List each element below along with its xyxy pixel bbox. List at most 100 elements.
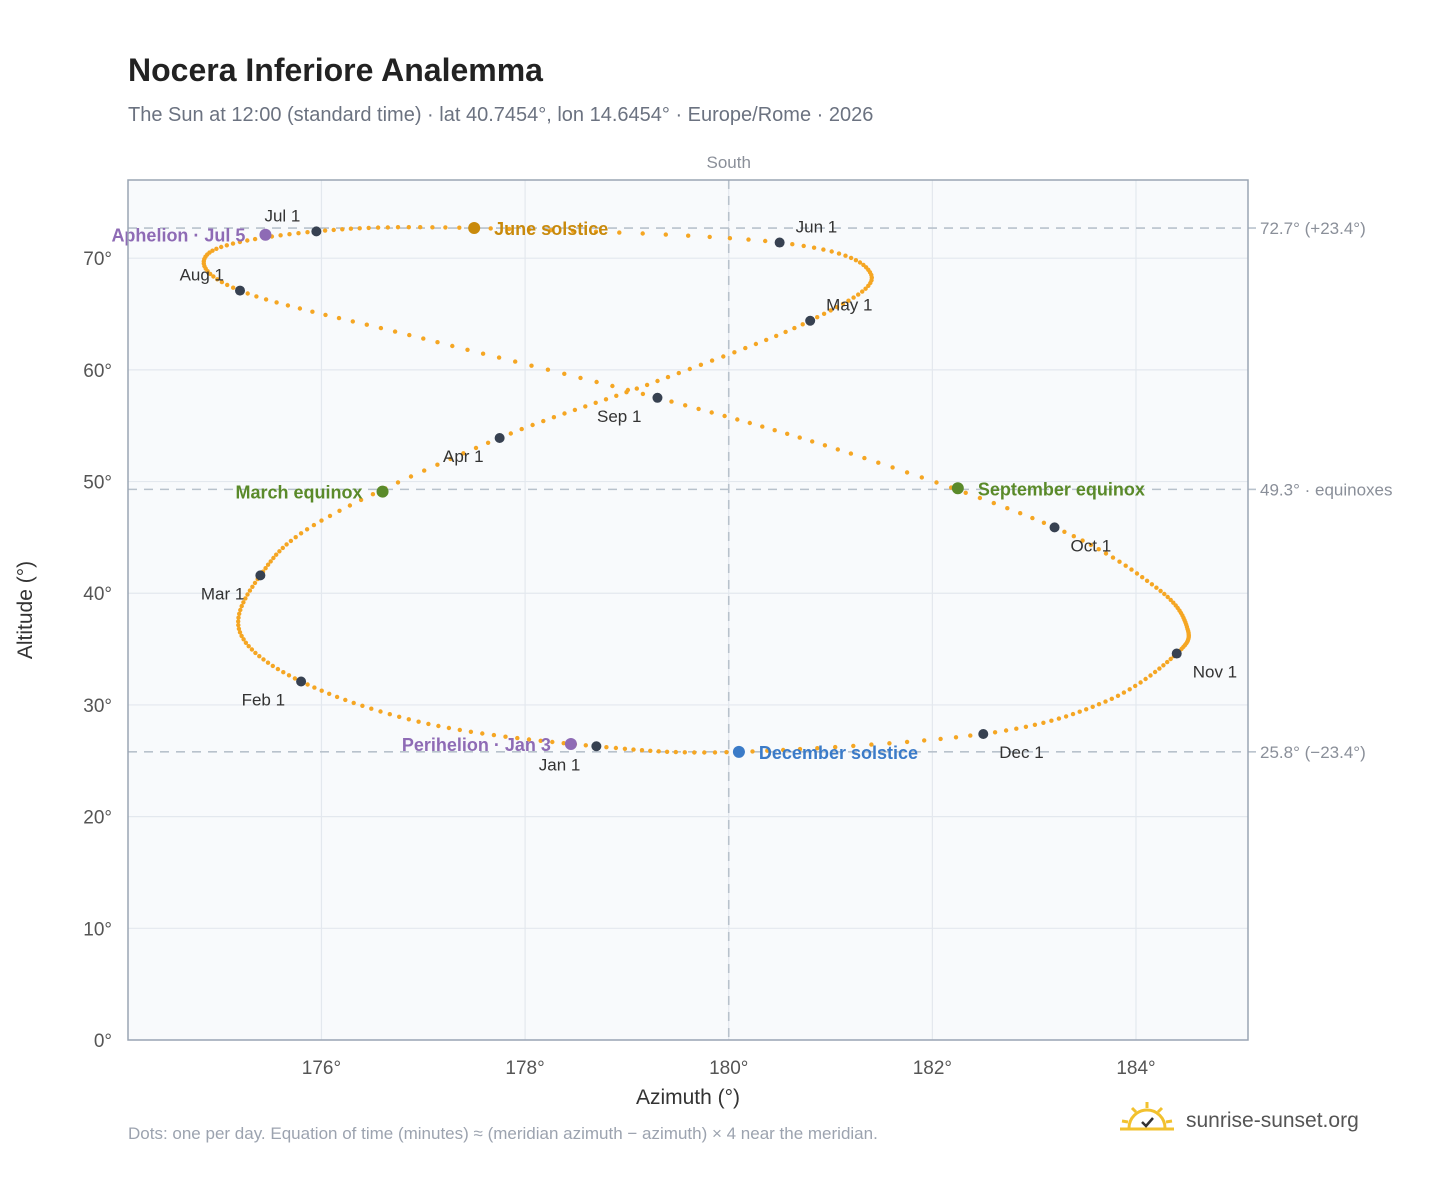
sun-icon [1120, 1100, 1174, 1141]
sun-dot [639, 748, 645, 753]
sun-dot [491, 732, 497, 738]
sun-dot [1134, 571, 1140, 576]
sun-dot [904, 470, 910, 475]
y-axis-ticks: 0° 10° 20° 30° 40° 50° 60° 70° [83, 249, 112, 1052]
sun-dot [664, 749, 670, 754]
sun-dot [753, 341, 759, 347]
meridian-label: South [707, 153, 751, 172]
sun-dot [247, 588, 253, 593]
sun-dot [426, 721, 431, 727]
sun-dot [815, 746, 820, 751]
sun-dot [350, 319, 355, 324]
x-tick-label: 178° [505, 1058, 544, 1079]
month-marker [978, 728, 989, 739]
sun-dot [331, 227, 336, 233]
sun-dot [1103, 551, 1109, 556]
sun-dot [311, 522, 317, 528]
sun-dot [1165, 659, 1170, 665]
sun-dot [1129, 567, 1134, 572]
sun-dot [551, 415, 557, 420]
sun-dot [822, 443, 828, 448]
sun-dot [287, 232, 292, 237]
sun-dot [836, 251, 842, 256]
sun-dot [698, 362, 704, 367]
sun-dot [781, 747, 786, 753]
sun-dot [418, 225, 423, 230]
month-marker [652, 392, 663, 403]
month-marker [255, 570, 266, 581]
sun-dot [406, 225, 411, 230]
sun-dot [1138, 680, 1143, 685]
sun-dot [614, 393, 619, 398]
sun-dot [851, 743, 856, 749]
sun-dot [319, 688, 324, 693]
sun-dot [696, 406, 701, 412]
x-tick-label: 184° [1116, 1058, 1155, 1079]
sun-dot [343, 697, 348, 703]
sun-dot [274, 552, 279, 557]
sun-dot [443, 225, 448, 230]
sun-dot [938, 736, 943, 742]
sun-dot [562, 411, 567, 416]
sun-dot [239, 633, 244, 639]
sun-dot [669, 399, 674, 404]
sun-dot [722, 413, 727, 419]
sun-dot [1140, 575, 1145, 580]
sun-dot [488, 226, 493, 231]
sun-dot [421, 336, 426, 341]
sun-dot [890, 465, 895, 470]
sun-dot [904, 739, 910, 745]
sun-dot [810, 439, 815, 444]
brand-name[interactable]: sunrise-sunset.org [1186, 1108, 1359, 1132]
y-axis-label: Altitude (°) [14, 561, 37, 659]
sun-dot [236, 615, 241, 620]
sun-dot [219, 244, 224, 250]
sun-dot [1110, 555, 1116, 560]
month-marker [591, 741, 602, 752]
brand[interactable]: sunrise-sunset.org [1120, 1100, 1359, 1141]
sun-dot [236, 619, 241, 624]
sun-dot [550, 739, 555, 745]
sun-dot [1165, 594, 1170, 600]
sun-dot [594, 379, 599, 385]
sun-dot [1063, 714, 1069, 719]
month-label: Apr 1 [443, 447, 484, 466]
sun-dot [583, 743, 588, 748]
sun-dot [268, 559, 273, 564]
sun-dot [792, 325, 797, 331]
sun-dot [358, 497, 364, 503]
sun-dot [811, 245, 817, 250]
month-marker [311, 226, 322, 237]
sun-dot [760, 424, 765, 429]
sun-dot [347, 503, 353, 508]
sun-dot [387, 712, 392, 717]
sun-dot [1168, 656, 1173, 662]
sun-dot [237, 611, 242, 616]
sun-dot [288, 538, 294, 544]
sun-dot [833, 744, 838, 750]
sun-dot [724, 750, 729, 755]
sun-dot [835, 447, 840, 452]
sun-dot [1096, 547, 1101, 552]
sun-dot [1148, 673, 1153, 678]
sun-dot [834, 304, 840, 310]
sun-dot [1144, 578, 1150, 583]
sun-dot [687, 366, 692, 372]
sun-dot [772, 428, 777, 433]
sun-dot [370, 492, 376, 497]
sun-dot [640, 231, 645, 236]
sun-dot [395, 480, 401, 485]
month-marker [494, 433, 505, 443]
sun-dot [211, 274, 216, 279]
sun-dot [1127, 687, 1132, 692]
sun-dot [572, 407, 578, 413]
sun-dot [265, 660, 271, 665]
sun-dot [1080, 538, 1085, 543]
sun-dot [1133, 683, 1138, 689]
sun-dot [1041, 720, 1046, 725]
sun-dot [829, 249, 834, 254]
sun-dot [869, 742, 874, 747]
sun-dot [1152, 669, 1158, 675]
sun-dot [840, 301, 846, 307]
sun-dot [919, 475, 924, 480]
